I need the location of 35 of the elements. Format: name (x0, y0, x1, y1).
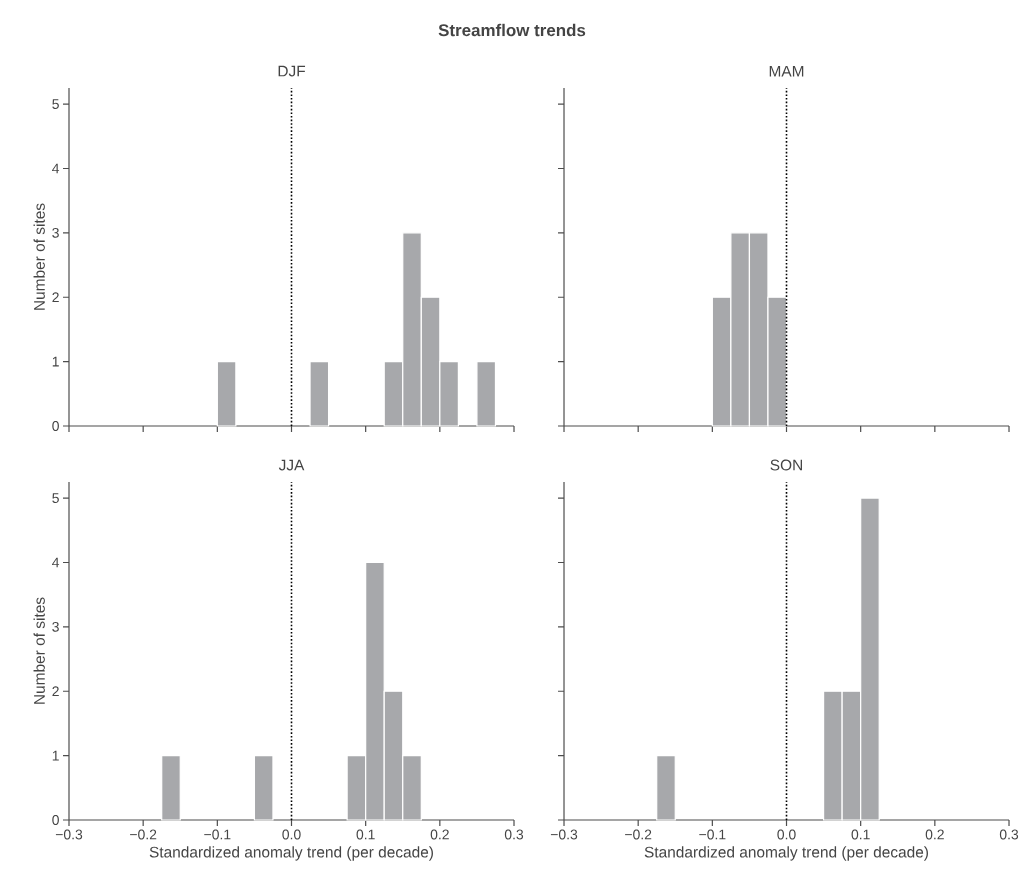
chart-subtitle: DJF (278, 65, 306, 77)
y-axis-title: Number of sites (33, 203, 45, 310)
x-tick-label: 0.1 (356, 829, 375, 840)
y-tick-label: 3 (52, 621, 59, 632)
y-tick-label: 5 (52, 99, 59, 109)
x-tick-label: 0.0 (777, 829, 796, 840)
y-tick-label: 1 (52, 356, 59, 367)
y-tick-label: 2 (52, 686, 59, 697)
x-tick-label: 0.3 (504, 829, 524, 840)
chart-title: Streamflow trends (438, 23, 586, 37)
y-tick-label: 3 (52, 227, 59, 238)
y-tick-label: 0 (52, 421, 59, 431)
x-tick-label: −0.1 (699, 829, 726, 840)
chart-subtitle: MAM (769, 65, 804, 77)
x-tick-label: 0.2 (925, 829, 944, 840)
y-tick-label: 1 (52, 750, 59, 761)
x-tick-label: −0.2 (130, 829, 157, 840)
x-tick-label: 0.2 (430, 829, 449, 840)
y-tick-label: 4 (52, 557, 60, 568)
x-tick-label: −0.2 (625, 829, 652, 840)
x-tick-label: −0.3 (55, 829, 83, 840)
y-tick-label: 4 (52, 163, 60, 174)
x-axis-title: Standardized anomaly trend (per decade) (644, 846, 928, 861)
chart-subtitle: JJA (278, 459, 305, 471)
y-tick-label: 0 (52, 815, 59, 825)
x-tick-label: 0.3 (999, 829, 1019, 840)
x-tick-label: 0.0 (282, 829, 301, 840)
x-tick-label: −0.3 (550, 829, 578, 840)
y-axis-title: Number of sites (33, 597, 45, 704)
chart-subtitle: SON (770, 459, 802, 471)
x-tick-label: 0.1 (851, 829, 870, 840)
y-tick-label: 2 (52, 292, 59, 303)
x-tick-label: −0.1 (204, 829, 231, 840)
y-tick-label: 5 (52, 493, 59, 503)
x-axis-title: Standardized anomaly trend (per decade) (149, 846, 433, 861)
